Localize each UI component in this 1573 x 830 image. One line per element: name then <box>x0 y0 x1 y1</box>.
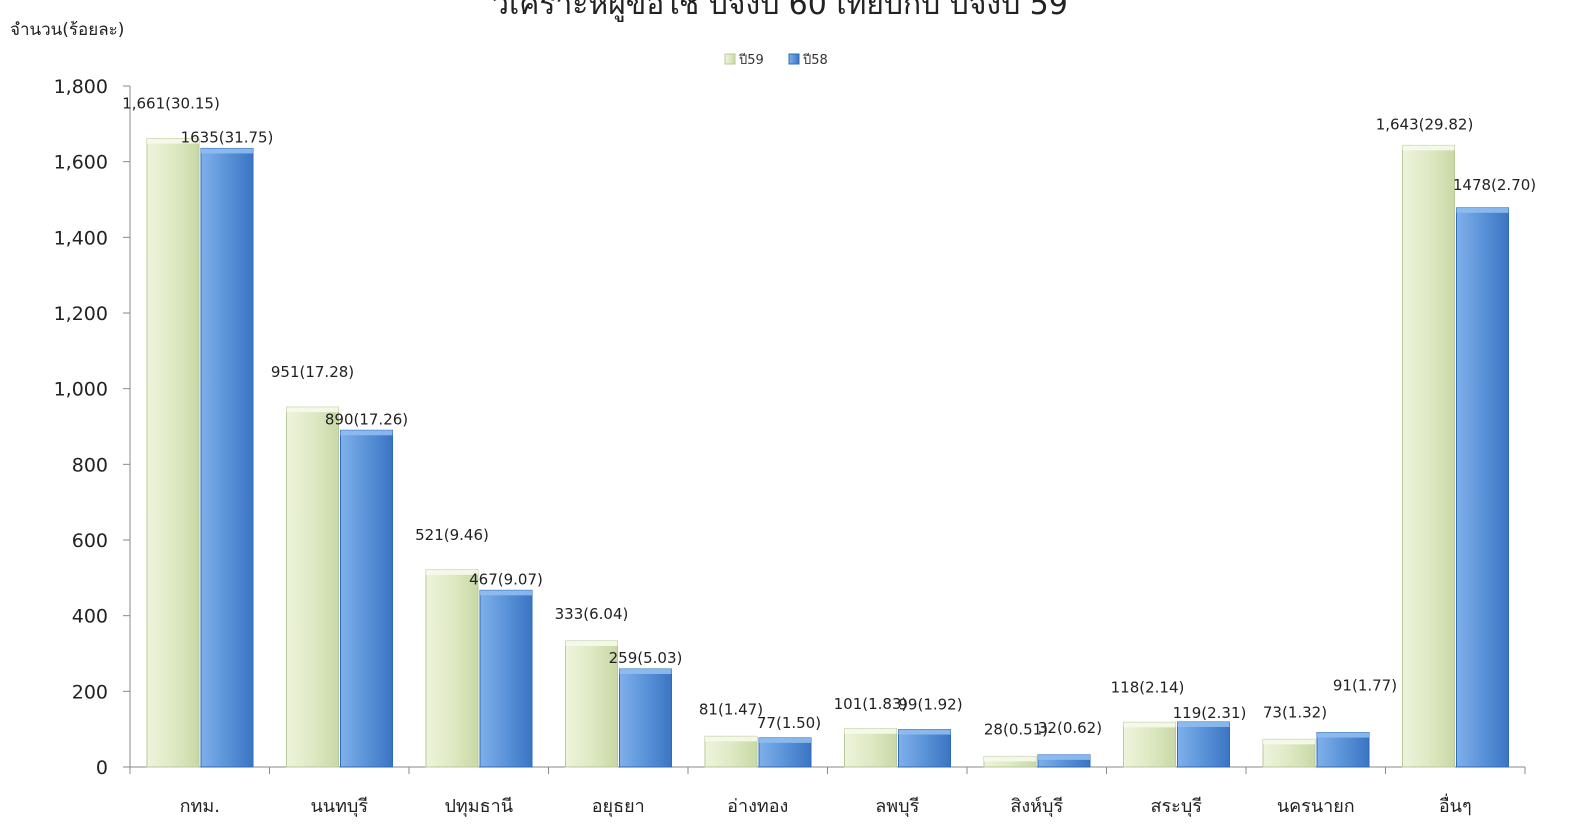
y-tick-label: 200 <box>72 681 108 703</box>
bar-series-1 <box>1402 144 1455 768</box>
data-label: 32(0.62) <box>1038 719 1102 737</box>
data-label: 99(1.92) <box>898 696 962 714</box>
x-tick-label: กทม. <box>180 796 220 817</box>
data-label: 1,661(30.15) <box>122 95 220 113</box>
bar-top-highlight <box>147 138 199 144</box>
data-label: 28(0.51) <box>984 720 1048 738</box>
x-tick-label: อยุธยา <box>592 796 645 817</box>
data-label: 259(5.03) <box>609 649 683 667</box>
y-tick-label: 1,200 <box>54 303 108 325</box>
x-tick-label: ปทุมธานี <box>444 796 513 817</box>
legend-label-series-1: ปี59 <box>738 52 764 68</box>
bar-top-highlight <box>1317 732 1369 738</box>
y-tick-label: 800 <box>72 454 108 476</box>
bar-top-highlight <box>1263 739 1315 745</box>
y-tick-label: 1,000 <box>54 379 108 401</box>
bar-series-2 <box>1316 732 1370 768</box>
bar-top-highlight <box>426 569 478 575</box>
data-label: 73(1.32) <box>1263 703 1327 721</box>
data-label: 118(2.14) <box>1111 678 1185 696</box>
legend-label-series-2: ปี58 <box>802 52 828 68</box>
x-tick-label: สิงห์บุรี <box>1010 796 1063 817</box>
y-tick-label: 1,600 <box>54 152 108 174</box>
data-label: 467(9.07) <box>469 570 543 588</box>
bar-series-1 <box>704 735 758 768</box>
bar-top-highlight <box>898 729 951 735</box>
x-tick-label: อื่นๆ <box>1439 793 1472 817</box>
legend-swatch-series-2 <box>788 53 800 65</box>
bar-top-highlight <box>759 737 811 743</box>
bar-top-highlight <box>619 669 672 675</box>
x-tick-label: นนทบุรี <box>310 796 368 817</box>
bar-series-1 <box>146 138 200 768</box>
x-tick-label: ลพบุรี <box>875 796 919 817</box>
bar-top-highlight <box>1456 207 1509 213</box>
bar-top-highlight <box>705 736 757 742</box>
bar-top-highlight <box>1402 145 1455 151</box>
bar-top-highlight <box>1038 754 1090 760</box>
bar-top-highlight <box>201 148 253 154</box>
x-tick-label: อ่างทอง <box>727 796 788 817</box>
data-label: 81(1.47) <box>699 700 763 718</box>
bar-series-1 <box>286 406 339 768</box>
category-labels-layer: กทม. นนทบุรี ปทุมธานี อยุธยา อ่างทอง ลพบุรี สิ… <box>180 793 1472 817</box>
legend-swatch-series-1 <box>724 53 736 65</box>
y-tick-label: 1,400 <box>54 227 108 249</box>
bar-top-highlight <box>1123 722 1176 728</box>
x-axis-ticks <box>129 767 1526 774</box>
bars-layer <box>146 138 1509 768</box>
bar-top-highlight <box>565 641 618 647</box>
bar-series-2 <box>898 729 951 768</box>
bar-top-highlight <box>340 430 393 436</box>
bar-top-highlight <box>844 728 897 734</box>
bar-top-highlight <box>480 590 532 596</box>
data-label: 101(1.83) <box>834 695 908 713</box>
y-axis-label: จำนวน(ร้อยละ) <box>10 20 124 40</box>
data-label: 333(6.04) <box>555 605 629 623</box>
data-label: 91(1.77) <box>1333 677 1397 695</box>
x-tick-label: นครนายก <box>1277 796 1355 817</box>
y-axis-ticks: 0 200 400 600 800 1,000 1,200 1,400 1,600 1,800 <box>54 76 130 779</box>
legend: ปี59 ปี58 <box>724 52 828 68</box>
bar-top-highlight <box>286 407 339 413</box>
data-label: 1478(2.70) <box>1453 176 1536 194</box>
data-label: 119(2.31) <box>1173 704 1247 722</box>
bar-series-2 <box>340 429 393 768</box>
data-label: 1635(31.75) <box>181 128 274 146</box>
y-tick-label: 400 <box>72 606 108 628</box>
bar-series-2 <box>1177 721 1230 768</box>
bar-top-highlight <box>1177 721 1230 727</box>
bar-series-1 <box>425 569 479 768</box>
bar-series-1 <box>1123 721 1176 768</box>
data-label: 1,643(29.82) <box>1376 115 1474 133</box>
chart-title: วิเคราะห์ผู้ขอใช้ บจงป 60 เทียบกับ บจงป … <box>492 0 1068 22</box>
bar-series-1 <box>565 640 618 768</box>
data-label: 951(17.28) <box>271 363 354 381</box>
data-label: 77(1.50) <box>757 714 821 732</box>
bar-top-highlight <box>984 756 1036 762</box>
bar-series-2 <box>479 589 533 768</box>
y-tick-label: 1,800 <box>54 76 108 98</box>
y-tick-label: 600 <box>72 530 108 552</box>
x-tick-label: สระบุรี <box>1151 796 1203 817</box>
data-label: 890(17.26) <box>325 410 408 428</box>
bar-series-2 <box>200 147 254 768</box>
bar-series-1 <box>844 728 897 768</box>
data-labels-layer: 1,661(30.15) 1635(31.75) 951(17.28) 890(17.… <box>122 95 1536 739</box>
y-tick-label: 0 <box>96 757 108 779</box>
bar-series-2 <box>1456 207 1509 768</box>
data-label: 521(9.46) <box>415 526 489 544</box>
bar-series-2 <box>619 668 672 768</box>
